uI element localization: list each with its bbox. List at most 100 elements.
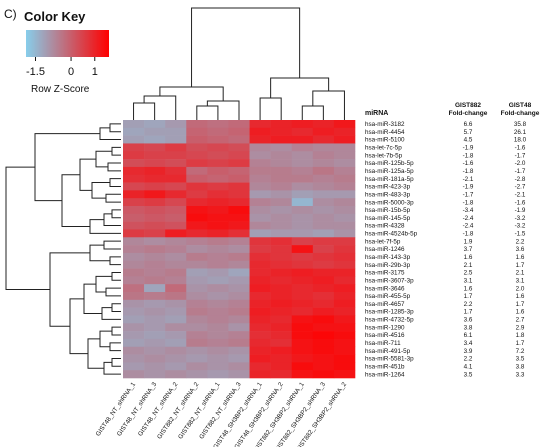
color-key-title: Color Key	[24, 9, 86, 24]
dendrogram-branch	[259, 97, 282, 120]
heatmap-cell	[207, 370, 229, 379]
heatmap-cell	[165, 206, 187, 215]
gist48-fold-change: 1.6	[516, 309, 525, 316]
heatmap-cell	[249, 127, 271, 136]
column-label: GIST48_NT_shRNA_1	[95, 381, 138, 438]
heatmap-cell	[123, 362, 145, 371]
dendrogram-branch	[105, 287, 121, 297]
heatmap-cell	[312, 213, 335, 222]
heatmap-cell	[270, 174, 293, 183]
heatmap-cell	[123, 221, 145, 230]
mirna-label: hsa-miR-1290	[365, 324, 405, 331]
heatmap-cell	[165, 143, 187, 152]
heatmap-cell	[123, 299, 145, 308]
heatmap-cell	[333, 198, 356, 207]
heatmap-cell	[270, 284, 293, 293]
heatmap-cell	[270, 323, 293, 332]
heatmap-cell	[291, 315, 314, 324]
gist882-fold-change: 3.1	[464, 277, 473, 284]
gist48-fold-change: 35.8	[514, 121, 527, 128]
dendrogram-branch	[111, 209, 121, 219]
dendrogram-branch	[109, 342, 121, 352]
heatmap-cell	[186, 354, 208, 363]
mirna-label: hsa-miR-711	[365, 340, 401, 347]
mirna-label: hsa-miR-455-5p	[365, 293, 411, 300]
heatmap-cell	[186, 331, 208, 340]
gist882-fold-change: 3.8	[464, 324, 473, 331]
heatmap-cell	[228, 127, 250, 136]
heatmap-cell	[228, 346, 250, 355]
gist882-fold-change: -1.7	[463, 191, 474, 198]
heatmap-cell	[123, 143, 145, 152]
dendrogram-branch	[83, 283, 102, 314]
dendrogram-branch	[109, 178, 121, 187]
heatmap-cell	[333, 307, 356, 316]
column-dendrogram	[133, 7, 345, 120]
heatmap-cell	[249, 354, 271, 363]
heatmap-cell	[270, 127, 293, 136]
heatmap-cell	[123, 182, 145, 191]
dendrogram-branch	[89, 244, 110, 262]
heatmap-cell	[186, 252, 208, 262]
heatmap-cell	[207, 315, 229, 324]
heatmap-cell	[312, 198, 335, 207]
heatmap-cell	[144, 213, 166, 222]
gist48-fold-change: -1.5	[515, 231, 526, 238]
heatmap-cell	[165, 120, 187, 129]
heatmap-cell	[144, 307, 166, 316]
heatmap-cell	[123, 237, 145, 246]
gist48-fold-change: 1.7	[516, 340, 525, 347]
heatmap-cell	[207, 354, 229, 363]
heatmap-cell	[270, 213, 293, 222]
heatmap-cell	[228, 292, 250, 301]
heatmap-cell	[165, 323, 187, 332]
heatmap-cell	[207, 174, 229, 183]
dendrogram-branch	[95, 275, 112, 293]
heatmap-cell	[270, 237, 293, 246]
heatmap-cell	[291, 206, 314, 215]
gist48-fold-change: -2.7	[515, 184, 526, 191]
mirna-label: hsa-miR-423-3p	[365, 184, 411, 191]
mirna-label: hsa-miR-145-5p	[365, 215, 411, 222]
heatmap-cell	[312, 182, 335, 191]
heatmap-cell	[123, 245, 145, 254]
heatmap-cell	[291, 127, 314, 136]
heatmap-cell	[228, 260, 250, 269]
gist48-fold-change: -1.6	[515, 199, 526, 206]
heatmap-cell	[123, 260, 145, 269]
gist48-fold-change: 1.6	[516, 293, 525, 300]
mirna-label: hsa-let-7c-5p	[365, 145, 402, 152]
gist48-fold-change: 1.7	[516, 301, 525, 308]
gist48-fold-change: 18.0	[514, 137, 527, 144]
heatmap-cell	[249, 292, 271, 301]
heatmap-cell	[291, 245, 314, 254]
heatmap-cell	[186, 276, 208, 285]
heatmap-cell	[165, 362, 187, 371]
heatmap-cell	[333, 182, 356, 191]
heatmap-cell	[270, 370, 293, 379]
heatmap-cell	[186, 143, 208, 152]
heatmap-cell	[207, 284, 229, 293]
heatmap-cell	[249, 260, 271, 269]
heatmap-cell	[291, 268, 314, 277]
panel-label: C)	[4, 7, 17, 21]
gist882-fold-change: 4.1	[464, 363, 473, 370]
heatmap-cell	[144, 198, 166, 207]
heatmap-cell	[165, 166, 187, 176]
heatmap-cell	[165, 135, 187, 144]
heatmap-cell	[207, 166, 229, 176]
heatmap-cell	[333, 159, 356, 168]
gist48-fold-change: 7.2	[516, 348, 525, 355]
gist882-fold-change: 1.7	[464, 309, 473, 316]
heatmap-cell	[165, 331, 187, 340]
heatmap-cell	[207, 260, 229, 269]
heatmap-cell	[312, 190, 335, 199]
heatmap-cell	[333, 127, 356, 136]
dendrogram-branch	[109, 256, 121, 266]
heatmap-cell	[228, 151, 250, 160]
heatmap-cell	[165, 299, 187, 308]
heatmap-cell	[333, 135, 356, 144]
heatmap-cell	[207, 245, 229, 254]
heatmap-cell	[312, 338, 335, 348]
